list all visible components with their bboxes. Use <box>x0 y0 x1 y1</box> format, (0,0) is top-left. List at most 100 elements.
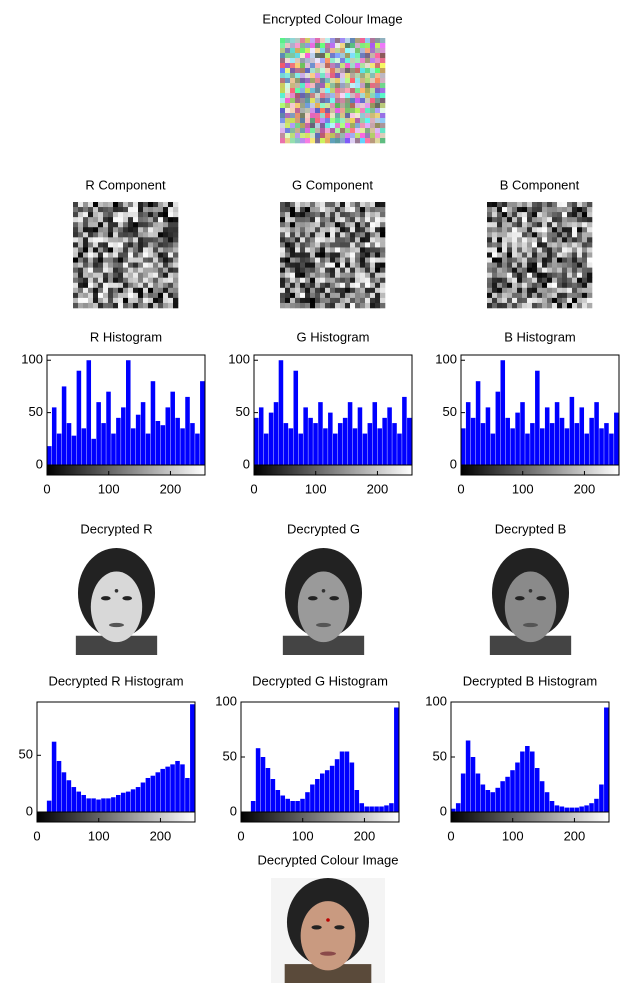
noise-pixel <box>325 282 331 289</box>
noise-pixel <box>345 222 351 228</box>
noise-pixel <box>345 302 351 309</box>
noise-pixel <box>123 217 129 223</box>
noise-pixel <box>552 227 558 233</box>
bar <box>362 433 368 465</box>
noise-pixel <box>78 297 84 304</box>
noise-pixel <box>345 93 351 99</box>
noise-pixel <box>173 212 179 218</box>
noise-pixel <box>113 287 119 294</box>
noise-pixel <box>370 277 376 284</box>
noise-pixel <box>375 212 381 218</box>
noise-pixel <box>315 108 321 114</box>
noise-pixel <box>98 252 104 258</box>
noise-pixel <box>527 237 533 243</box>
noise-pixel <box>370 247 376 253</box>
bar <box>71 787 77 812</box>
noise-pixel <box>315 247 321 253</box>
noise-pixel <box>350 98 356 104</box>
noise-pixel <box>305 232 311 238</box>
noise-pixel <box>340 232 346 238</box>
noise-pixel <box>552 252 558 258</box>
noise-pixel <box>370 118 376 124</box>
noise-pixel <box>552 292 558 299</box>
noise-pixel <box>315 98 321 104</box>
noise-pixel <box>345 38 351 44</box>
noise-pixel <box>502 222 508 228</box>
noise-pixel <box>305 128 311 134</box>
noise-pixel <box>103 257 109 263</box>
noise-pixel <box>537 237 543 243</box>
noise-pixel <box>78 282 84 289</box>
noise-pixel <box>345 68 351 74</box>
noise-pixel <box>330 128 336 134</box>
noise-pixel <box>355 252 361 258</box>
noise-pixel <box>502 207 508 213</box>
noise-pixel <box>78 202 84 208</box>
noise-pixel <box>285 202 291 208</box>
noise-pixel <box>305 78 311 84</box>
noise-pixel <box>73 247 79 253</box>
noise-pixel <box>305 272 311 279</box>
noise-pixel <box>173 277 179 284</box>
image <box>477 548 584 655</box>
noise-pixel <box>295 128 301 134</box>
noise-pixel <box>572 227 578 233</box>
noise-pixel <box>295 48 301 54</box>
noise-pixel <box>128 252 134 258</box>
noise-pixel <box>148 202 154 208</box>
noise-pixel <box>295 133 301 139</box>
noise-pixel <box>355 297 361 304</box>
bar <box>190 704 195 812</box>
noise-pixel <box>118 257 124 263</box>
noise-pixel <box>315 242 321 248</box>
noise-pixel <box>355 88 361 94</box>
noise-pixel <box>310 272 316 279</box>
noise-pixel <box>587 287 593 294</box>
noise-pixel <box>502 212 508 218</box>
noise-pixel <box>325 207 331 213</box>
noise-pixel <box>88 272 94 279</box>
noise-pixel <box>133 237 139 243</box>
noise-pixel <box>355 43 361 49</box>
noise-pixel <box>507 212 513 218</box>
noise-pixel <box>512 247 518 253</box>
noise-pixel <box>345 277 351 284</box>
x-tick-label: 100 <box>305 481 327 496</box>
noise-pixel <box>370 43 376 49</box>
bar <box>195 433 200 465</box>
noise-pixel <box>123 252 129 258</box>
noise-pixel <box>83 217 89 223</box>
noise-pixel <box>587 242 593 248</box>
noise-pixel <box>360 287 366 294</box>
noise-pixel <box>305 297 311 304</box>
noise-pixel <box>547 202 553 208</box>
noise-pixel <box>350 108 356 114</box>
noise-pixel <box>497 252 503 258</box>
noise-pixel <box>522 267 528 273</box>
noise-pixel <box>320 277 326 284</box>
noise-pixel <box>108 227 114 233</box>
noise-pixel <box>375 43 381 49</box>
noise-pixel <box>365 217 371 223</box>
noise-pixel <box>330 38 336 44</box>
noise-pixel <box>73 237 79 243</box>
noise-pixel <box>562 282 568 289</box>
noise-pixel <box>93 237 99 243</box>
noise-pixel <box>380 242 386 248</box>
noise-pixel <box>335 38 341 44</box>
noise-pixel <box>380 48 386 54</box>
noise-pixel <box>163 227 169 233</box>
noise-pixel <box>128 292 134 299</box>
noise-pixel <box>360 78 366 84</box>
noise-pixel <box>153 282 159 289</box>
noise-pixel <box>290 138 296 144</box>
bar <box>293 370 299 465</box>
noise-pixel <box>108 232 114 238</box>
noise-pixel <box>153 302 159 309</box>
noise-pixel <box>350 237 356 243</box>
noise-pixel <box>153 267 159 273</box>
noise-pixel <box>345 252 351 258</box>
noise-pixel <box>350 292 356 299</box>
noise-pixel <box>148 302 154 309</box>
noise-pixel <box>502 252 508 258</box>
